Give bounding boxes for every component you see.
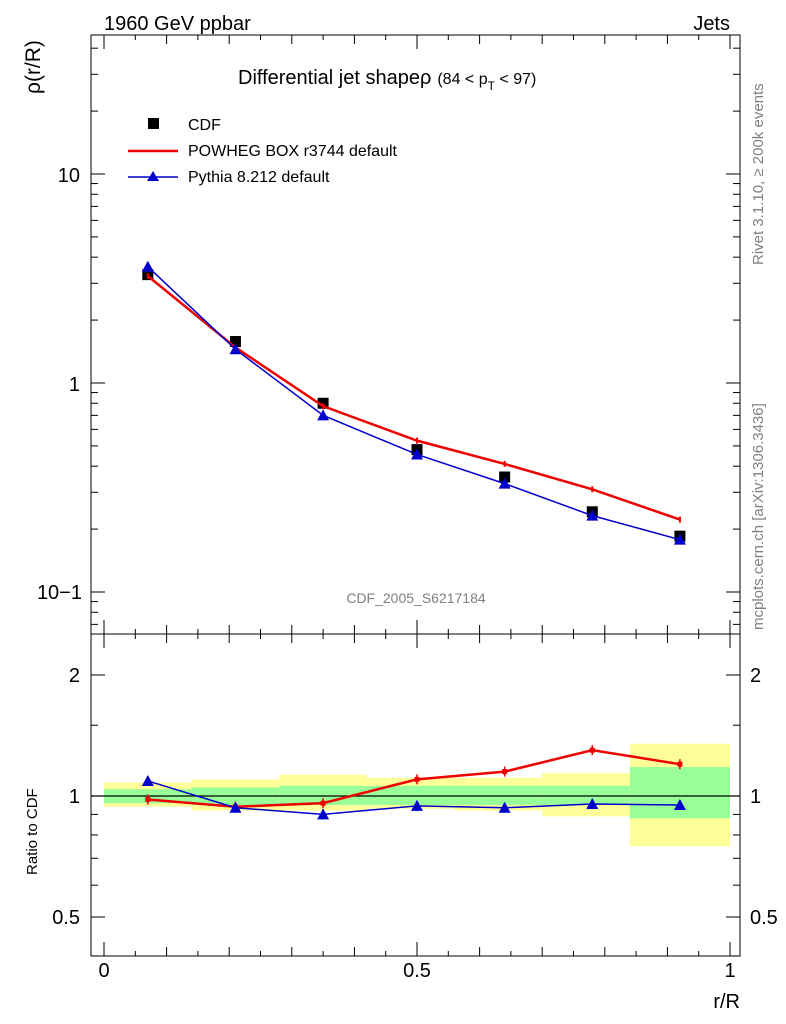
- ratio-ytick-right-2: 2: [750, 665, 761, 687]
- ratio-powheg-point: [414, 776, 420, 782]
- stat-band-bin: [629, 767, 730, 819]
- title-end: < 97): [495, 71, 536, 88]
- ratio-series: [141, 745, 686, 820]
- pythia-point: [317, 409, 330, 421]
- xtick-0p5: 0.5: [403, 960, 431, 982]
- legend: CDF POWHEG BOX r3744 default Pythia 8.21…: [128, 117, 398, 186]
- legend-pythia-marker: [147, 171, 159, 181]
- plot-title: Differential jet shapeρ (84 < pT < 97): [238, 67, 536, 93]
- rivet-label: Rivet 3.1.10, ≥ 200k events: [750, 83, 767, 265]
- legend-powheg-label: POWHEG BOX r3744 default: [188, 143, 398, 160]
- title-cut: (84 < p: [437, 71, 487, 88]
- header-right: Jets: [693, 13, 730, 35]
- pythia-point: [229, 343, 242, 355]
- ratio-pythia-point: [229, 801, 242, 813]
- ratio-powheg-point: [589, 747, 595, 753]
- analysis-id: CDF_2005_S6217184: [346, 590, 486, 606]
- pythia-point: [498, 477, 511, 489]
- ytick-10: 10: [58, 165, 80, 187]
- ratio-pythia-point: [317, 808, 330, 820]
- ratio-ytick-2: 2: [69, 665, 80, 687]
- ratio-pythia-point: [498, 801, 511, 813]
- ytick-1: 1: [69, 374, 80, 396]
- cdf-point: [499, 471, 511, 483]
- ratio-powheg-point: [502, 769, 508, 775]
- series-line-2: [147, 266, 681, 541]
- legend-cdf-label: CDF: [188, 117, 221, 134]
- pythia-point: [586, 509, 599, 521]
- pythia-point: [411, 448, 423, 460]
- header-left: 1960 GeV ppbar: [104, 13, 251, 35]
- ratio-pythia-point: [411, 799, 423, 811]
- ratio-ytick-1: 1: [69, 786, 80, 808]
- ratio-ytick-right-1: 1: [750, 786, 761, 808]
- ratio-axis-title: Ratio to CDF: [24, 788, 41, 875]
- legend-cdf-marker: [148, 118, 159, 129]
- cdf-point: [229, 335, 241, 347]
- ratio-pythia-point: [141, 774, 154, 786]
- mcplots-label: mcplots.cern.ch [arXiv:1306.3436]: [750, 403, 767, 630]
- xtick-0: 0: [98, 960, 109, 982]
- ratio-pythia-point: [586, 798, 599, 810]
- y-axis-title: ρ(r/R): [22, 40, 45, 94]
- ratio-powheg-point: [677, 761, 683, 767]
- title-main: Differential jet shapeρ: [238, 67, 431, 89]
- legend-pythia-label: Pythia 8.212 default: [188, 169, 330, 186]
- title-sub: T: [488, 79, 496, 93]
- x-axis-title: r/R: [713, 991, 740, 1013]
- pythia-point: [673, 533, 686, 545]
- series-line-1: [147, 275, 681, 521]
- ytick-0p1: 10−1: [37, 582, 82, 604]
- ratio-frame: [90, 633, 741, 957]
- xtick-1: 1: [724, 960, 735, 982]
- ratio-ytick-right-0p5: 0.5: [750, 907, 778, 929]
- ratio-ytick-0p5: 0.5: [52, 907, 80, 929]
- ratio-pythia-point: [673, 798, 686, 810]
- main-series: [141, 260, 686, 545]
- ratio-powheg-point: [320, 800, 326, 806]
- axis-ticks: [91, 35, 740, 957]
- ratio-powheg-point: [145, 797, 151, 803]
- pythia-point: [141, 260, 154, 272]
